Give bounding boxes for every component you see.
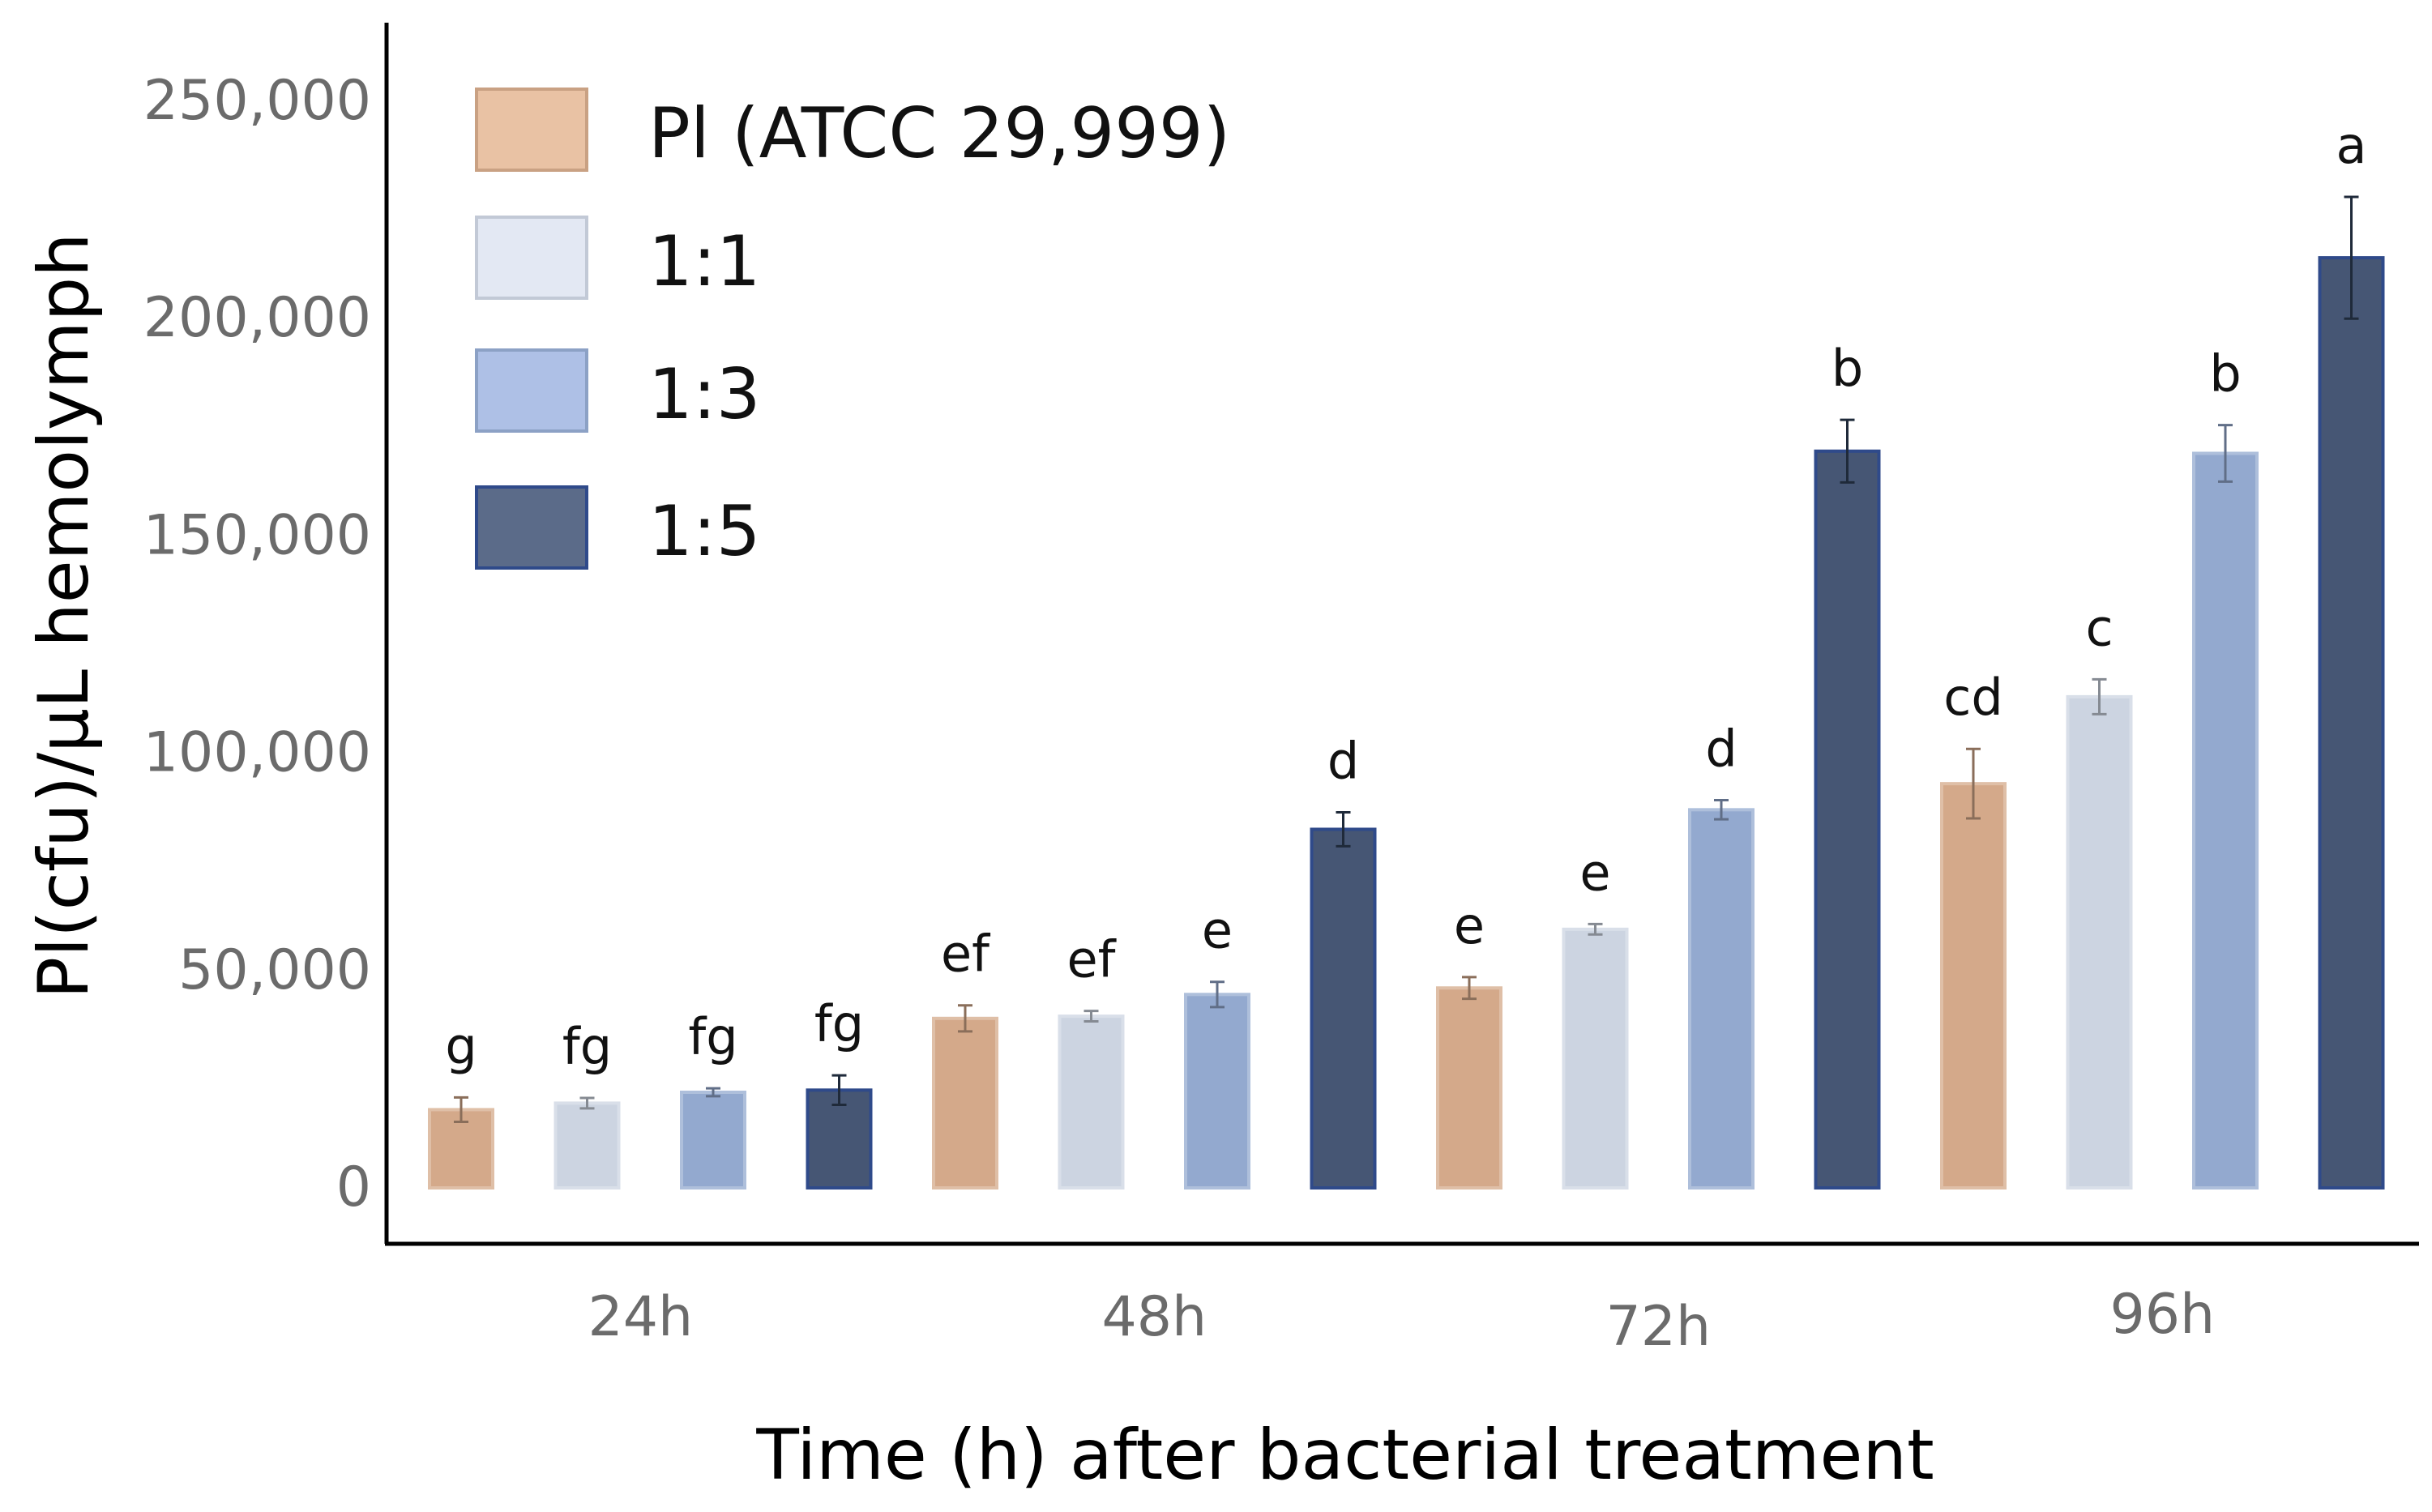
significance-letter: fg (814, 994, 864, 1053)
x-tick-label: 96h (2109, 1283, 2215, 1347)
legend-swatch (475, 216, 588, 300)
significance-letter: ef (941, 925, 991, 984)
significance-letter: c (2085, 598, 2113, 657)
legend-label: 1:3 (648, 354, 760, 435)
significance-letter: b (2209, 344, 2241, 404)
bar (806, 1088, 873, 1190)
bar (932, 1016, 998, 1190)
legend-swatch (475, 88, 588, 172)
significance-letter: e (1202, 901, 1233, 960)
bar (1940, 782, 2007, 1190)
x-tick-label: 48h (1101, 1285, 1207, 1349)
significance-letter: fg (562, 1017, 612, 1076)
bar (1184, 993, 1250, 1190)
y-tick-label: 250,000 (143, 69, 371, 133)
legend: Pl (ATCC 29,999) 1:1 1:3 1:5 (475, 88, 1230, 572)
significance-letter: b (1831, 339, 1863, 398)
legend-label: Pl (ATCC 29,999) (648, 93, 1230, 174)
y-tick-label: 50,000 (178, 938, 371, 1002)
significance-letter: e (1454, 896, 1485, 955)
significance-letter: d (1327, 732, 1359, 791)
bar (2318, 256, 2385, 1190)
bar (2192, 451, 2259, 1190)
bar (680, 1090, 746, 1190)
bar (1310, 827, 1377, 1190)
legend-swatch (475, 348, 588, 433)
significance-letter: ef (1067, 930, 1118, 989)
x-tick-label: 24h (588, 1285, 693, 1349)
y-tick-label: 200,000 (143, 286, 371, 350)
legend-label: 1:5 (648, 491, 760, 572)
y-tick-label: 100,000 (143, 721, 371, 785)
bar (1814, 449, 1881, 1190)
axes (384, 23, 2419, 1246)
x-axis-ticks: 24h 48h 72h 96h (588, 1283, 2215, 1359)
bar (1688, 808, 1755, 1190)
significance-letter: cd (1943, 668, 2002, 727)
significance-letter: e (1579, 843, 1610, 902)
y-tick-label: 0 (336, 1155, 371, 1219)
y-tick-label: 150,000 (143, 503, 371, 567)
bar (1058, 1014, 1125, 1190)
bars: g fg fg fg ef ef e d e e d b cd c b a (428, 116, 2385, 1190)
significance-letter: g (445, 1016, 477, 1075)
bar (2066, 694, 2133, 1190)
significance-letter: fg (688, 1007, 737, 1066)
bar (554, 1101, 621, 1190)
x-tick-label: 72h (1605, 1295, 1711, 1359)
y-axis-title: Pl(cfu)/μL hemolymph (24, 233, 105, 998)
bar (1562, 927, 1629, 1190)
significance-letter: d (1705, 720, 1737, 779)
legend-swatch (475, 485, 588, 570)
significance-letter: a (2336, 116, 2367, 175)
y-axis-ticks: 0 50,000 100,000 150,000 200,000 250,000 (143, 69, 371, 1219)
legend-label: 1:1 (648, 221, 760, 302)
bar (1436, 986, 1502, 1190)
x-axis-title: Time (h) after bacterial treatment (755, 1415, 1934, 1496)
